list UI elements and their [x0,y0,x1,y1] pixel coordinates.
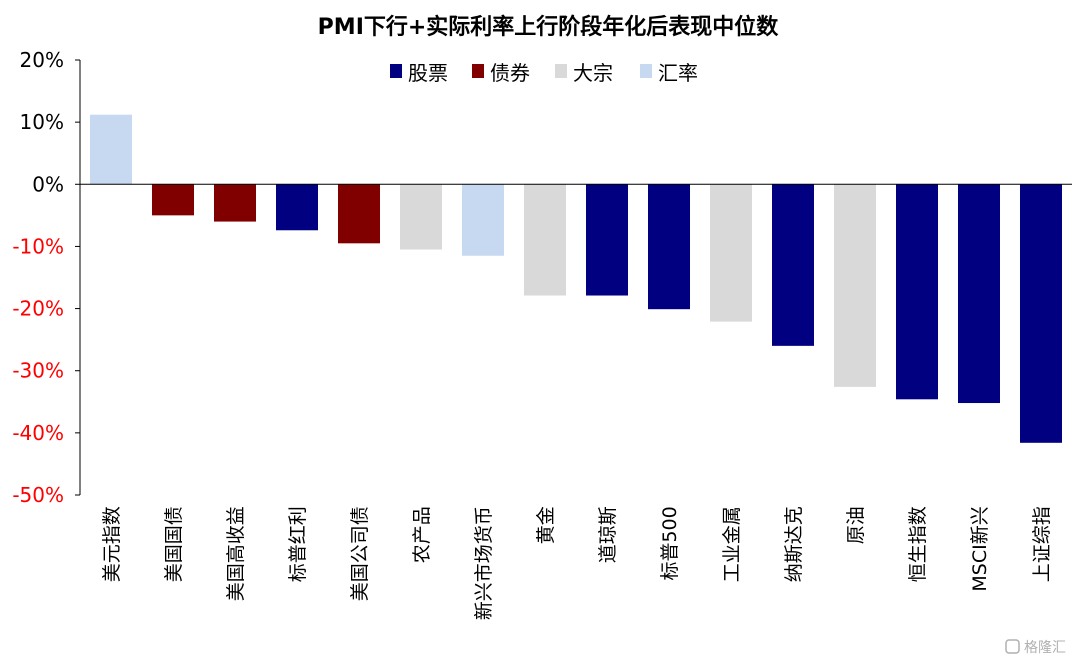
y-tick-label: -10% [12,234,64,258]
bar [462,184,504,256]
y-tick-label: -50% [12,483,64,507]
bars [90,114,1062,443]
legend-label: 股票 [408,61,448,85]
chart-title: PMI下行+实际利率上行阶段年化后表现中位数 [318,14,780,40]
y-axis: 20% 10% 0% -10% -20% -30% -40% -50% [12,48,81,507]
legend-item: 大宗 [555,61,613,85]
x-tick-label: 原油 [845,506,867,544]
x-tick-label: 美元指数 [101,506,123,582]
legend: 股票 债券 大宗 汇率 [390,61,698,85]
bar [772,184,814,346]
legend-swatch [390,64,402,78]
legend-swatch [555,64,567,78]
bar [152,184,194,216]
x-tick-label: 美国公司债 [349,506,371,601]
bar [338,184,380,244]
legend-swatch [640,64,652,78]
watermark-text: 格隆汇 [1024,640,1066,656]
legend-item: 债券 [472,61,530,85]
x-tick-label: 恒生指数 [907,506,929,582]
x-tick-label: 新兴市场货币 [473,506,495,620]
bar [958,184,1000,404]
y-tick-label: 10% [20,110,64,134]
y-tick-label: -40% [12,421,64,445]
legend-label: 大宗 [573,61,613,85]
bar [1020,184,1062,443]
bar [214,184,256,222]
y-tick-label: 0% [32,172,64,196]
legend-item: 汇率 [640,61,698,85]
x-tick-label: 标普红利 [287,506,309,582]
x-tick-label: 标普500 [659,506,681,580]
bar [276,184,318,231]
legend-swatch [472,64,484,78]
bar [834,184,876,387]
bar [648,184,690,310]
x-tick-label: MSCI新兴 [969,506,991,591]
bar [896,184,938,400]
x-tick-label: 纳斯达克 [783,506,805,582]
y-tick-label: -20% [12,297,64,321]
x-tick-label: 上证综指 [1031,506,1053,582]
x-axis: 美元指数 美国国债 美国高收益 标普红利 美国公司债 农产品 新兴市场货币 黄金 道琼斯 标普50… [80,183,1072,620]
legend-label: 债券 [490,61,530,85]
x-tick-label: 工业金属 [721,506,743,582]
y-tick-label: -30% [12,359,64,383]
legend-label: 汇率 [658,61,698,85]
x-tick-label: 黄金 [535,506,557,544]
bar [400,184,442,250]
watermark-logo-icon [1005,639,1020,654]
y-tick-label: 20% [20,48,64,72]
bar [90,114,132,185]
bar [524,184,566,296]
x-tick-label: 农产品 [411,506,433,563]
bar [710,184,752,322]
x-tick-label: 美国高收益 [225,506,247,601]
x-tick-label: 美国国债 [163,506,185,582]
x-tick-label: 道琼斯 [597,506,619,563]
bar [586,184,628,296]
legend-item: 股票 [390,61,448,85]
watermark: 格隆汇 [1005,639,1066,656]
